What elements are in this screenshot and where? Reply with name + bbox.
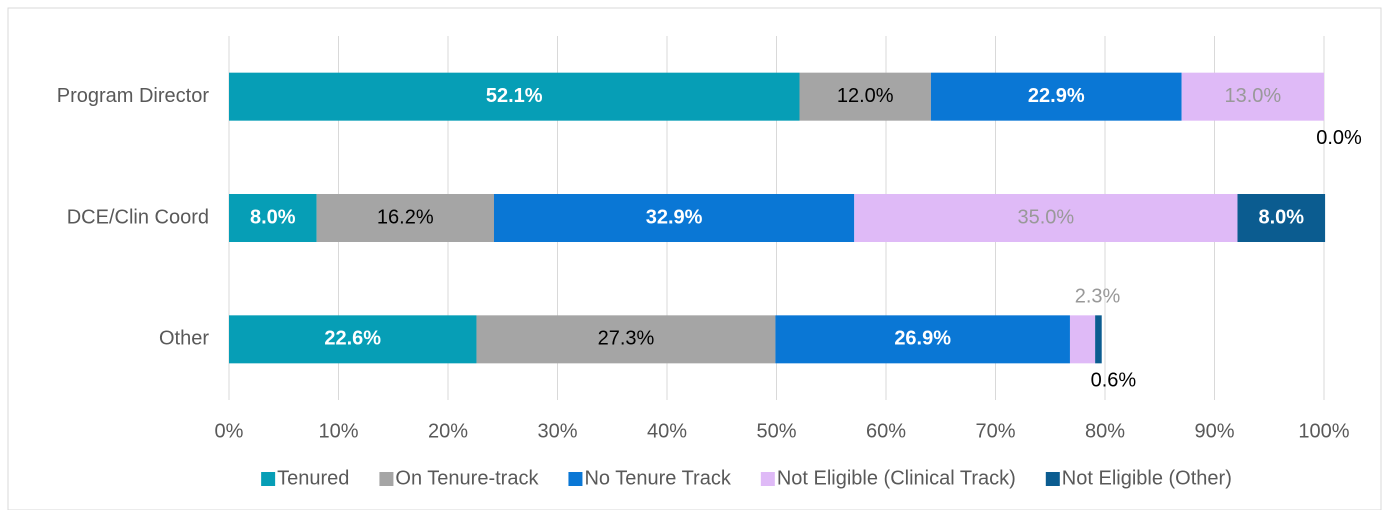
bar-segment xyxy=(930,72,1182,121)
bar-segment xyxy=(1069,315,1096,364)
x-tick-label: 100% xyxy=(1298,420,1349,442)
bar-segment xyxy=(1237,194,1326,242)
data-label: 12.0% xyxy=(837,85,894,107)
legend-swatch xyxy=(568,472,583,486)
data-label: 52.1% xyxy=(486,85,543,107)
bar-segment xyxy=(854,194,1238,242)
x-tick-label: 60% xyxy=(866,420,906,442)
data-label: 26.9% xyxy=(894,328,951,350)
legend-swatch xyxy=(760,472,775,486)
data-label: 32.9% xyxy=(646,206,703,228)
data-label: 16.2% xyxy=(377,206,434,228)
bar-segment xyxy=(775,315,1070,364)
y-tick-label: DCE/Clin Coord xyxy=(67,206,209,228)
legend-label: Tenured xyxy=(277,467,349,489)
data-label: 8.0% xyxy=(1258,206,1304,228)
bar-segment xyxy=(229,315,477,364)
x-tick-label: 10% xyxy=(318,420,358,442)
x-tick-label: 70% xyxy=(975,420,1015,442)
bar-segment xyxy=(229,72,800,121)
legend-swatch xyxy=(261,472,276,486)
legend-label: Not Eligible (Clinical Track) xyxy=(777,467,1016,489)
legend-label: No Tenure Track xyxy=(584,467,731,489)
data-label: 22.6% xyxy=(324,328,381,350)
legend-swatch xyxy=(1045,472,1060,486)
data-label: 2.3% xyxy=(1075,286,1121,308)
data-label: 27.3% xyxy=(598,328,655,350)
x-tick-label: 20% xyxy=(428,420,468,442)
bar-segment xyxy=(493,194,855,242)
y-tick-label: Other xyxy=(159,328,209,350)
data-label: 8.0% xyxy=(250,206,296,228)
data-label: 22.9% xyxy=(1028,85,1085,107)
data-label: 0.0% xyxy=(1316,127,1362,149)
bar-segment xyxy=(316,194,494,242)
bar-segment xyxy=(799,72,931,121)
data-label: 0.6% xyxy=(1091,370,1137,392)
x-tick-label: 0% xyxy=(215,420,244,442)
legend-label: On Tenure-track xyxy=(395,467,539,489)
x-tick-label: 90% xyxy=(1194,420,1234,442)
bar-segment xyxy=(1181,72,1324,121)
legend-label: Not Eligible (Other) xyxy=(1062,467,1232,489)
y-tick-label: Program Director xyxy=(57,85,210,107)
x-tick-label: 50% xyxy=(756,420,796,442)
x-tick-label: 80% xyxy=(1085,420,1125,442)
data-label: 35.0% xyxy=(1018,206,1075,228)
bar-segment xyxy=(229,194,317,242)
bar-segment xyxy=(1095,315,1102,364)
data-label: 13.0% xyxy=(1224,85,1281,107)
x-tick-label: 40% xyxy=(647,420,687,442)
x-tick-label: 30% xyxy=(537,420,577,442)
bar-segment xyxy=(476,315,776,364)
legend-swatch xyxy=(379,472,394,486)
